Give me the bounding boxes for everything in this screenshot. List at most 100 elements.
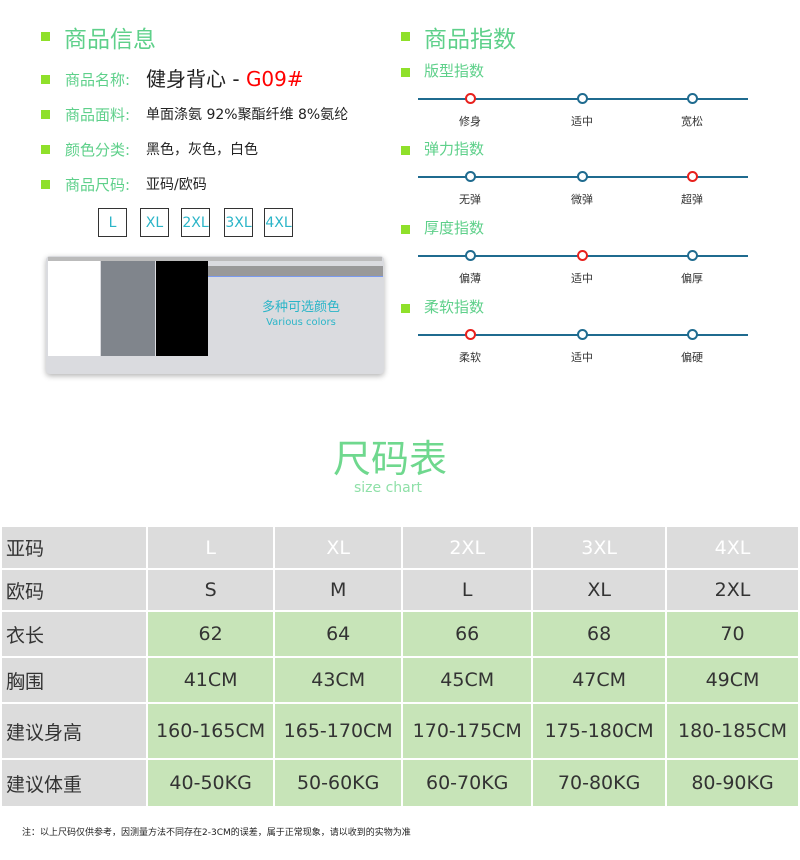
size-option-3xl[interactable]: 3XL [224,208,253,237]
index-group-title: 弹力指数 [424,140,485,158]
size-option-xl[interactable]: XL [140,208,169,237]
index-marker [465,250,476,261]
table-cell: 2XL [401,525,534,570]
name-label: 商品名称: [65,71,131,89]
table-cell: 40-50KG [146,758,276,808]
table-row: 建议身高 160-165CM 165-170CM 170-175CM 175-180CM… [0,702,800,760]
table-cell: 70-80KG [531,758,668,808]
index-option-label: 微弹 [571,193,593,206]
row-label: 欧码 [0,568,149,612]
index-marker [465,329,476,340]
table-cell: 43CM [273,656,404,704]
size-option-l[interactable]: L [98,208,127,237]
index-option-label: 适中 [571,351,593,364]
index-option-label: 适中 [571,115,593,128]
colors-cn: 多种可选颜色 [261,300,340,315]
table-cell: S [146,568,276,612]
row-label: 建议身高 [0,702,149,760]
size-chart-subtitle: size chart [354,480,422,496]
table-row: 欧码 S M L XL 2XL [0,568,800,612]
bullet-icon [401,68,410,77]
index-marker [577,171,588,182]
table-cell: 180-185CM [665,702,800,760]
table-row: 建议体重 40-50KG 50-60KG 60-70KG 70-80KG 80-90KG [0,758,800,808]
index-marker [687,171,698,182]
colors-en: Various colors [266,317,336,328]
footnote: 注：以上尺码仅供参考，因测量方法不同存在2-3CM的误差，属于正常现象，请以收到… [22,828,411,838]
color-label: 颜色分类: [65,141,131,159]
table-cell: 170-175CM [401,702,534,760]
size-chart-title: 尺码表 [332,437,447,481]
size-label: 商品尺码: [65,176,131,194]
index-marker [577,250,588,261]
index-option-label: 修身 [459,115,481,128]
swatch-gray [101,261,155,356]
index-group-title: 版型指数 [424,62,485,80]
swatch-white [48,261,100,356]
index-marker [577,329,588,340]
table-cell: 47CM [531,656,668,704]
fabric-label: 商品面料: [65,106,131,124]
size-option-4xl[interactable]: 4XL [264,208,293,237]
size-value: 亚码/欧码 [146,177,207,193]
table-cell: M [273,568,404,612]
table-cell: L [146,525,276,570]
table-row: 胸围 41CM 43CM 45CM 47CM 49CM [0,656,800,704]
index-group-title: 厚度指数 [424,219,485,237]
index-marker [465,93,476,104]
fabric-value: 单面涤氨 92%聚酯纤维 8%氨纶 [146,107,349,123]
index-marker [577,93,588,104]
bullet-icon [41,180,50,189]
table-cell: 41CM [146,656,276,704]
table-cell: 80-90KG [665,758,800,808]
table-cell: 175-180CM [531,702,668,760]
table-cell: 165-170CM [273,702,404,760]
index-title: 商品指数 [424,27,516,53]
table-cell: 60-70KG [401,758,534,808]
color-swatch-panel: 多种可选颜色 Various colors [46,256,384,374]
table-row: 亚码 L XL 2XL 3XL 4XL [0,525,800,570]
index-marker [465,171,476,182]
table-cell: L [401,568,534,612]
table-cell: 62 [146,610,276,658]
index-option-label: 偏硬 [681,351,703,364]
row-label: 衣长 [0,610,149,658]
index-option-label: 偏薄 [459,272,481,285]
swatch-black [156,261,208,356]
index-marker [687,93,698,104]
bullet-icon [41,32,50,41]
color-value: 黑色，灰色，白色 [146,142,258,158]
table-cell: 49CM [665,656,800,704]
index-option-label: 适中 [571,272,593,285]
table-cell: 64 [273,610,404,658]
product-name: 健身背心 - G09# [146,67,304,91]
bullet-icon [41,145,50,154]
bullet-icon [401,304,410,313]
size-table: 亚码 L XL 2XL 3XL 4XL 欧码 S M L XL 2XL 衣长 62 64 66 68 70 胸围 41… [0,525,800,808]
info-title: 商品信息 [64,27,156,53]
bullet-icon [401,32,410,41]
product-code: G09# [245,67,304,91]
index-option-label: 宽松 [681,115,703,128]
bullet-icon [401,146,410,155]
table-cell: 4XL [665,525,800,570]
table-cell: 50-60KG [273,758,404,808]
index-option-label: 柔软 [459,351,481,364]
table-cell: 66 [401,610,534,658]
row-label: 胸围 [0,656,149,704]
table-cell: 3XL [531,525,668,570]
table-cell: 45CM [401,656,534,704]
row-label: 建议体重 [0,758,149,808]
table-cell: 70 [665,610,800,658]
row-label: 亚码 [0,525,149,570]
index-group-title: 柔软指数 [424,298,485,316]
table-cell: XL [273,525,404,570]
table-cell: 68 [531,610,668,658]
table-cell: 2XL [665,568,800,612]
size-option-2xl[interactable]: 2XL [181,208,210,237]
bullet-icon [401,225,410,234]
table-cell: 160-165CM [146,702,276,760]
index-marker [687,329,698,340]
table-row: 衣长 62 64 66 68 70 [0,610,800,658]
index-option-label: 偏厚 [681,272,703,285]
